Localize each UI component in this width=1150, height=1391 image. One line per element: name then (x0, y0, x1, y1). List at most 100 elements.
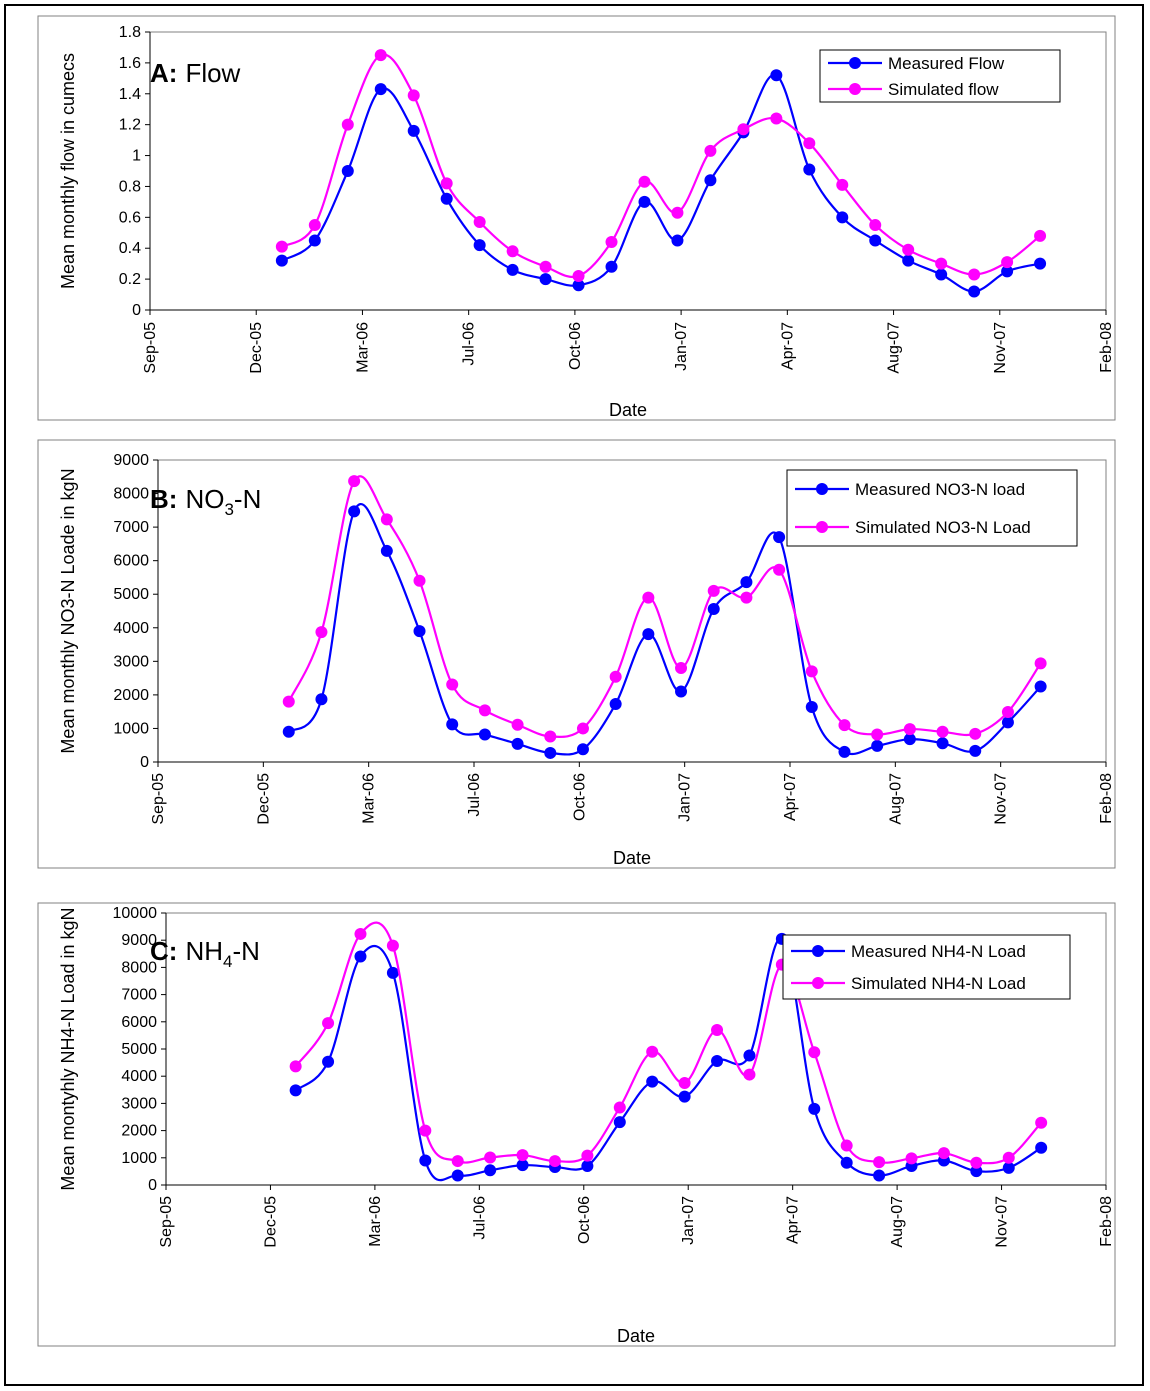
legend-swatch-marker (816, 521, 828, 533)
data-point (873, 1169, 886, 1182)
data-point (740, 576, 753, 589)
legend-swatch-marker (812, 977, 824, 989)
data-point (354, 950, 367, 963)
y-tick-label: 7000 (113, 519, 149, 536)
data-point (440, 177, 453, 190)
y-tick-label: 8000 (121, 959, 157, 976)
y-tick-label: 6000 (113, 553, 149, 570)
data-point (675, 662, 688, 675)
data-point (282, 695, 295, 708)
data-point (380, 513, 393, 526)
panel-name: NH (185, 936, 223, 966)
panel-name: NO (185, 484, 224, 514)
data-point (451, 1155, 464, 1168)
x-tick-label: Dec-05 (248, 322, 265, 374)
data-point (605, 260, 618, 273)
data-point (289, 1060, 302, 1073)
data-point (903, 733, 916, 746)
data-point (743, 1068, 756, 1081)
data-point (572, 279, 585, 292)
y-tick-label: 1.8 (119, 24, 141, 41)
y-tick-label: 0.2 (119, 271, 141, 288)
data-point (903, 723, 916, 736)
data-point (1034, 680, 1047, 693)
y-tick-label: 0 (132, 302, 141, 319)
data-point (902, 243, 915, 256)
series-simulated (275, 49, 1047, 283)
data-point (576, 743, 589, 756)
data-point (407, 89, 420, 102)
data-point (869, 234, 882, 247)
data-point (869, 219, 882, 232)
data-point (711, 1023, 724, 1036)
data-point (511, 737, 524, 750)
x-tick-label: Mar-06 (367, 1196, 384, 1247)
data-point (275, 254, 288, 267)
data-point (1035, 1141, 1048, 1154)
data-point (838, 719, 851, 732)
data-point (770, 112, 783, 125)
legend: Measured NO3-N load Simulated NO3-N Load (786, 469, 1078, 547)
data-point (678, 1077, 691, 1089)
data-point (902, 254, 915, 267)
data-point (968, 268, 981, 281)
data-point (506, 245, 519, 258)
panel-subscript: 3 (224, 500, 233, 519)
legend-entry: Measured NO3-N load (855, 480, 1025, 499)
data-point (1001, 716, 1014, 729)
data-point (808, 1046, 821, 1059)
data-point (638, 175, 651, 188)
data-point (937, 1147, 950, 1160)
data-point (539, 260, 552, 273)
y-tick-label: 1.2 (119, 117, 141, 134)
panel-subscript: 4 (223, 952, 232, 971)
data-point (936, 725, 949, 738)
chart-panel-c: 0 1000 2000 3000 4000 5000 6000 7000 8000 9000 100… (37, 902, 1116, 1347)
data-point (969, 727, 982, 740)
legend-entry: Simulated NO3-N Load (855, 518, 1031, 537)
series-simulated (289, 921, 1048, 1169)
x-tick-label: Mar-06 (361, 773, 378, 824)
data-point (970, 1165, 983, 1178)
y-tick-label: 0.8 (119, 178, 141, 195)
data-point (609, 697, 622, 710)
data-point (1034, 257, 1047, 270)
data-point (871, 739, 884, 752)
data-point (1001, 265, 1014, 278)
y-tick-label: 5000 (121, 1041, 157, 1058)
data-point (740, 591, 753, 604)
x-tick-label: Jan-07 (673, 322, 690, 371)
data-point (275, 240, 288, 253)
panel-letter: C: (150, 936, 177, 966)
y-tick-label: 10000 (113, 905, 158, 922)
data-point (341, 118, 354, 131)
y-tick-label: 6000 (121, 1014, 157, 1031)
figure-frame (4, 4, 1144, 1386)
data-point (638, 195, 651, 208)
data-point (451, 1169, 464, 1182)
data-point (478, 704, 491, 717)
data-point (671, 234, 684, 247)
data-point (473, 239, 486, 252)
y-tick-label: 7000 (121, 987, 157, 1004)
y-tick-label: 2000 (113, 687, 149, 704)
data-point (506, 263, 519, 276)
y-tick-label: 0.4 (119, 240, 141, 257)
legend-entry: Simulated NH4-N Load (851, 974, 1026, 993)
y-tick-label: 8000 (113, 486, 149, 503)
x-tick-label: Jul-06 (466, 773, 483, 817)
data-point (609, 670, 622, 683)
data-point (671, 206, 684, 219)
y-tick-label: 1.4 (119, 86, 141, 103)
data-point (808, 1102, 821, 1115)
x-tick-label: Nov-07 (994, 1196, 1011, 1248)
y-axis-label: Mean monthly NO3-N Loade in kgN (58, 468, 78, 753)
data-point (544, 746, 557, 759)
x-tick-label: Jul-06 (471, 1196, 488, 1240)
data-point (374, 83, 387, 96)
x-tick-label: Feb-08 (1098, 1196, 1115, 1247)
data-point (348, 505, 361, 518)
data-point (446, 718, 459, 731)
data-point (354, 927, 367, 940)
data-point (711, 1054, 724, 1067)
